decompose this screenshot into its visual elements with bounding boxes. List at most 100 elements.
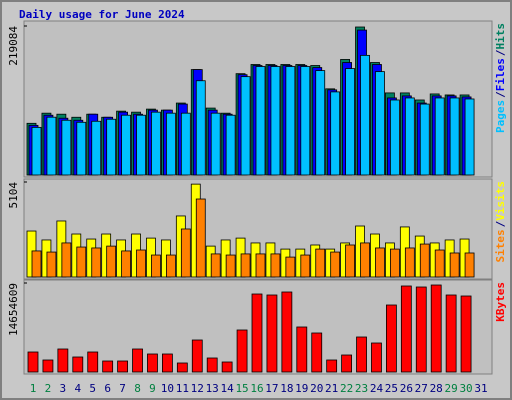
bar: [136, 249, 146, 278]
bar: [102, 360, 114, 373]
legend-entry: KBytes: [494, 282, 507, 322]
bar: [434, 97, 445, 176]
bar: [225, 254, 236, 278]
bar: [371, 342, 382, 373]
bar: [375, 247, 385, 278]
x-tick-label: 14: [221, 382, 235, 395]
bar: [296, 326, 308, 373]
bar: [345, 68, 356, 176]
x-tick-label: 21: [325, 382, 338, 395]
bar: [389, 99, 400, 176]
legend-entry: Pages: [494, 100, 507, 133]
bar: [445, 294, 457, 373]
bar: [330, 91, 341, 176]
bar: [419, 243, 430, 278]
x-tick-label: 9: [149, 382, 156, 395]
legend: Pages/Files/Hits: [494, 23, 507, 133]
bar: [341, 354, 353, 373]
bar: [330, 251, 341, 278]
bar: [460, 295, 472, 373]
x-tick-label: 26: [400, 382, 413, 395]
bar: [225, 114, 236, 176]
x-tick-label: 24: [370, 382, 384, 395]
bar: [464, 98, 475, 176]
x-tick-label: 16: [250, 382, 263, 395]
x-tick-label: 6: [104, 382, 111, 395]
bar: [360, 54, 370, 176]
bar: [449, 252, 460, 278]
bar: [121, 114, 131, 176]
legend-separator: /: [494, 49, 507, 56]
bar: [176, 362, 188, 373]
x-tick-label: 12: [191, 382, 204, 395]
x-tick-label: 13: [206, 382, 219, 395]
bar: [195, 198, 206, 278]
bar: [251, 293, 263, 373]
legend-entry: Visits: [494, 181, 507, 221]
x-tick-label: 23: [355, 382, 368, 395]
x-tick-label: 4: [74, 382, 81, 395]
bar: [210, 253, 221, 278]
bar: [404, 247, 415, 278]
chart-title: Daily usage for June 2024: [19, 8, 185, 21]
x-tick-label: 30: [459, 382, 472, 395]
legend-separator: /: [494, 91, 507, 98]
y-tick-label: 219084: [7, 26, 20, 66]
bar: [121, 250, 131, 278]
bar: [151, 111, 161, 176]
bar: [415, 286, 427, 373]
x-tick-label: 25: [385, 382, 398, 395]
bar: [165, 112, 176, 176]
bar: [236, 329, 248, 373]
bar: [42, 359, 54, 373]
bar: [46, 116, 57, 176]
bar: [31, 126, 42, 176]
bar: [195, 80, 206, 176]
bar: [400, 285, 412, 373]
bar: [266, 294, 278, 373]
bar: [106, 245, 117, 278]
bar: [117, 360, 128, 373]
bar: [285, 256, 296, 278]
y-tick-label: 5104: [7, 182, 20, 209]
bar: [430, 284, 442, 373]
bar: [240, 253, 251, 278]
x-tick-label: 22: [340, 382, 353, 395]
bar: [434, 249, 445, 278]
bar: [165, 254, 176, 278]
x-tick-label: 1: [30, 382, 37, 395]
bar: [206, 357, 218, 373]
bar: [385, 304, 397, 373]
bar: [91, 120, 102, 176]
y-tick-label: 14654609: [7, 283, 20, 336]
x-tick-label: 5: [89, 382, 96, 395]
bar: [285, 66, 296, 176]
bar: [180, 228, 191, 278]
bar: [315, 248, 326, 278]
x-tick-label: 19: [295, 382, 308, 395]
x-tick-label: 10: [161, 382, 174, 395]
bar: [72, 356, 84, 373]
bar: [281, 291, 293, 373]
bar: [356, 336, 367, 373]
bar: [375, 71, 385, 176]
bar: [76, 246, 87, 278]
bar: [315, 70, 326, 176]
bar: [132, 348, 143, 373]
x-tick-label: 11: [176, 382, 189, 395]
bar: [147, 353, 158, 373]
bar: [210, 112, 221, 176]
legend-separator: /: [494, 220, 507, 227]
bar: [240, 76, 251, 176]
bar: [46, 251, 57, 278]
bar: [326, 359, 338, 373]
x-tick-label: 17: [265, 382, 278, 395]
bar: [180, 112, 191, 176]
x-tick-label: 29: [445, 382, 458, 395]
bar: [136, 114, 146, 176]
bar: [61, 242, 72, 278]
bar: [27, 351, 39, 373]
bar: [404, 97, 415, 176]
bar: [360, 242, 370, 278]
